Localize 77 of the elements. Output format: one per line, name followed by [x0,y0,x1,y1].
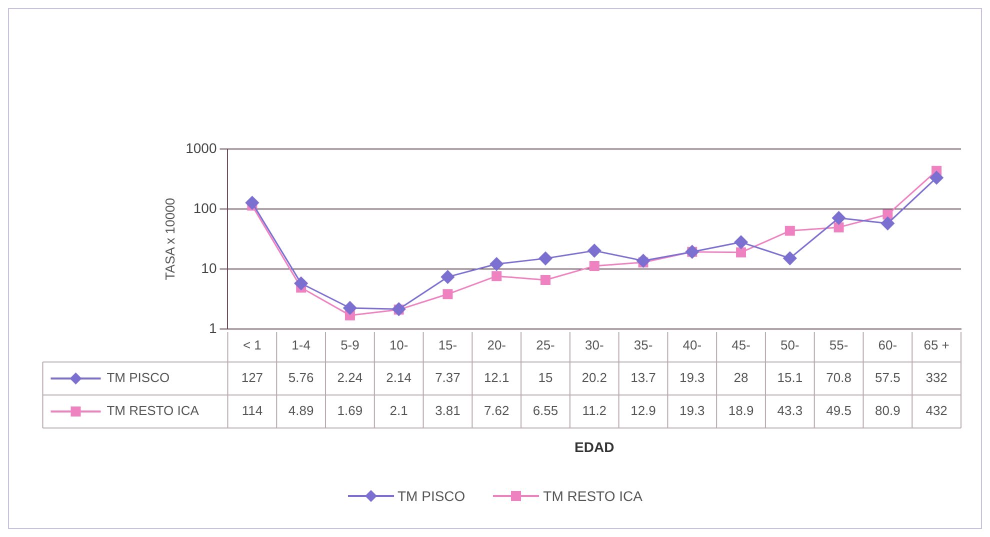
data-label: 432 [926,403,948,418]
x-tick-label: 55- [829,337,848,352]
x-tick-label: 5-9 [340,337,360,352]
point [930,170,944,184]
point [540,275,550,286]
point [832,211,846,225]
data-label: 127 [241,370,264,386]
x-tick-label: 30- [584,337,604,352]
data-label: 80.9 [875,403,900,418]
data-label: 15.1 [777,370,803,386]
x-tick-label: 20- [487,337,506,352]
x-tick-label: < 1 [242,337,262,352]
data-label: 19.3 [679,370,705,386]
point [245,196,259,210]
text: TM RESTO ICA [543,488,642,504]
point [736,247,746,258]
data-label: 12.9 [630,403,656,418]
point [492,271,502,282]
point [588,244,602,258]
data-label: 2.1 [390,403,408,418]
x-tick-label: 65 + [924,337,950,352]
text: TM PISCO [398,488,466,504]
y-tick-label: 1000 [186,140,217,156]
data-label: 19.3 [679,403,705,418]
data-label: 7.62 [484,403,510,418]
data-label: 20.2 [582,370,608,386]
point [343,301,357,315]
point [490,257,504,271]
point [636,254,650,268]
data-label: 43.3 [777,403,803,418]
data-label: 2.24 [337,370,363,386]
point [294,276,308,290]
data-label: 3.81 [435,403,460,418]
data-label: 114 [242,403,263,418]
x-tick-label: 10- [389,337,408,352]
x-tick-label: 1-4 [292,337,310,352]
data-label: 4.89 [288,403,314,418]
data-label: 11.2 [582,403,607,418]
point [392,302,406,316]
point [880,216,894,230]
text: EDAD [574,438,614,455]
data-label: 49.5 [826,403,852,418]
point [589,261,600,272]
y-tick-label: 100 [193,200,217,216]
data-label: 12.1 [484,370,510,386]
data-label: 7.37 [435,370,460,386]
data-label: 15 [538,370,553,386]
x-tick-label: 40- [682,337,702,352]
point [882,210,893,220]
data-label: 2.14 [386,370,412,386]
y-tick-label: 1 [208,320,217,336]
x-tick-label: 35- [634,337,653,352]
data-label: 13.7 [630,370,656,386]
data-label: 6.55 [532,403,558,418]
y-axis-title: TASA x 10000 [162,198,178,280]
data-label: 18.9 [728,403,754,418]
point [440,270,454,284]
x-tick-label: 45- [732,337,750,352]
legend-label: TM PISCO [106,370,170,386]
legend-label: TM RESTO ICA [106,403,200,418]
x-tick-label: 25- [536,337,555,352]
data-label: 57.5 [875,370,900,386]
point [538,252,552,266]
point [734,235,748,249]
data-label: 5.76 [288,370,314,386]
point [784,226,795,236]
data-label: 1.69 [337,403,363,418]
x-tick-label: 50- [780,337,800,352]
x-tick-label: 60- [878,337,898,352]
data-label: 332 [926,370,948,386]
y-tick-label: 10 [201,260,217,276]
data-label: 28 [734,370,748,386]
point [834,222,844,232]
x-tick-label: 15- [438,337,458,352]
point [783,252,797,266]
point [442,289,453,300]
data-label: 70.8 [826,370,852,386]
